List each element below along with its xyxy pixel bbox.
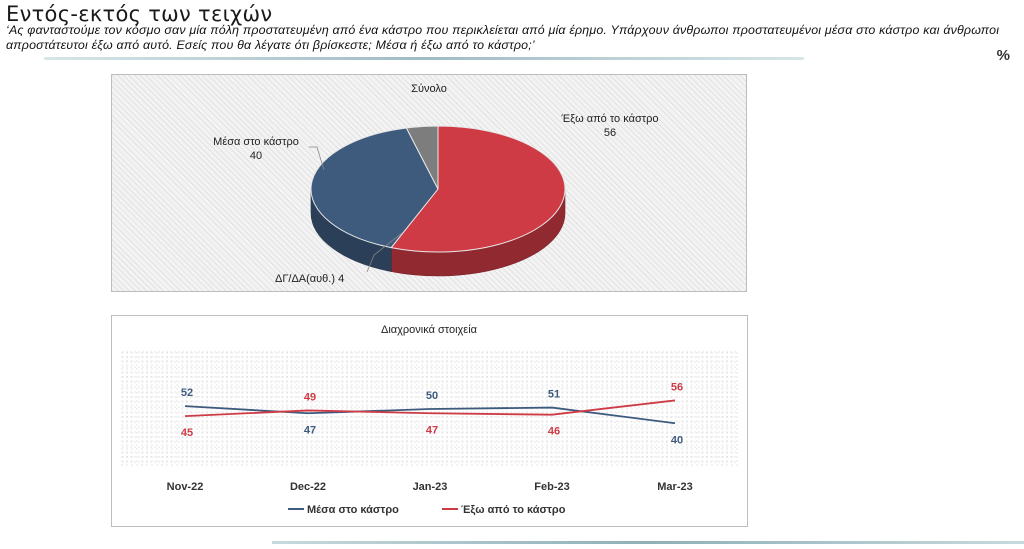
series-line [184,399,676,418]
question-text: ‘Ας φανταστούμε τον κόσμο σαν μία πόλη π… [6,23,1000,52]
pie-leader-line [366,232,403,273]
pie-slice [390,125,566,253]
data-label: 52 [181,387,193,399]
pie-label: Έξω από το κάστρο [561,113,659,125]
legend-label: Μέσα στο κάστρο [307,504,399,516]
legend-label: Έξω από το κάστρο [461,504,566,516]
line-chart-title: Διαχρονικά στοιχεία [381,324,478,336]
pie-tops [310,125,566,253]
line-chart-panel: Διαχρονικά στοιχεία Nov-22 Dec-22 Jan-23 Feb… [111,315,748,527]
page-title: Εντός-εκτός των τειχών [6,2,273,26]
data-label: 47 [426,424,438,436]
data-label: 51 [548,389,560,401]
pie-chart: Σύνολο Έξω από το κάστρο 56 Μέσα στο κάστρο… [213,83,659,285]
data-label: 40 [671,434,683,446]
data-label: 47 [304,424,316,436]
pie-leader-line [309,146,325,171]
pie-label: Μέσα στο κάστρο [213,136,299,148]
data-label: 45 [181,427,193,439]
pie-slice [310,127,439,249]
pie-title: Σύνολο [411,83,447,95]
x-tick-label: Feb-23 [534,481,569,493]
data-label: 49 [304,391,316,403]
data-label: 56 [671,381,683,393]
pie-label: ΔΓ/ΔΑ(αυθ.) 4 [275,273,344,285]
pie-slice [405,125,439,190]
decorative-bottom-line [272,541,1024,544]
pie-value-label: 40 [250,150,262,162]
x-tick-label: Dec-22 [290,481,326,493]
x-tick-label: Mar-23 [657,481,692,493]
line-chart: Διαχρονικά στοιχεία Nov-22 Dec-22 Jan-23 Feb… [121,324,738,516]
pie-chart-panel: Σύνολο Έξω από το κάστρο 56 Μέσα στο κάστρο… [111,74,747,292]
decorative-underline [44,57,804,60]
x-tick-label: Jan-23 [413,481,448,493]
legend: Μέσα στο κάστρο Έξω από το κάστρο [288,504,566,516]
x-tick-label: Nov-22 [167,481,204,493]
pie-value-label: 56 [604,127,616,139]
series-line [184,405,676,425]
data-label: 46 [548,426,560,438]
data-label: 50 [426,390,438,402]
percent-unit-label: % [996,47,1010,64]
